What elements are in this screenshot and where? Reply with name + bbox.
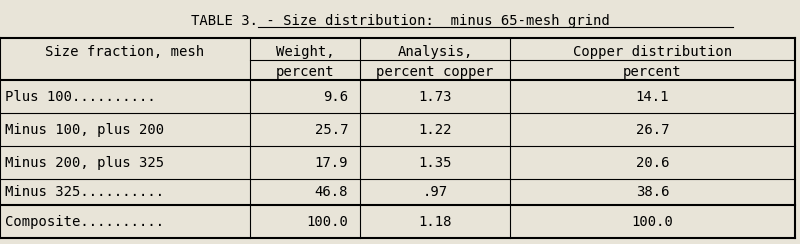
Text: Minus 100, plus 200: Minus 100, plus 200 bbox=[5, 123, 164, 137]
Text: Analysis,: Analysis, bbox=[398, 45, 473, 59]
Text: Plus 100..........: Plus 100.......... bbox=[5, 90, 156, 104]
Text: percent copper: percent copper bbox=[376, 65, 494, 79]
Text: 100.0: 100.0 bbox=[306, 215, 348, 229]
Text: Minus 325..........: Minus 325.......... bbox=[5, 185, 164, 199]
Text: 1.35: 1.35 bbox=[418, 156, 452, 170]
Text: 1.73: 1.73 bbox=[418, 90, 452, 104]
Text: percent: percent bbox=[623, 65, 682, 79]
Text: Minus 200, plus 325: Minus 200, plus 325 bbox=[5, 156, 164, 170]
Text: 46.8: 46.8 bbox=[314, 185, 348, 199]
Text: 25.7: 25.7 bbox=[314, 123, 348, 137]
Text: Size fraction, mesh: Size fraction, mesh bbox=[46, 45, 205, 59]
Text: .97: .97 bbox=[422, 185, 447, 199]
Text: 1.18: 1.18 bbox=[418, 215, 452, 229]
Text: 14.1: 14.1 bbox=[636, 90, 670, 104]
Text: 38.6: 38.6 bbox=[636, 185, 670, 199]
Text: 1.22: 1.22 bbox=[418, 123, 452, 137]
Text: 100.0: 100.0 bbox=[631, 215, 674, 229]
Text: percent: percent bbox=[276, 65, 334, 79]
Text: TABLE 3. - Size distribution:  minus 65-mesh grind: TABLE 3. - Size distribution: minus 65-m… bbox=[190, 14, 610, 28]
Text: 17.9: 17.9 bbox=[314, 156, 348, 170]
Text: 9.6: 9.6 bbox=[323, 90, 348, 104]
Text: Copper distribution: Copper distribution bbox=[573, 45, 732, 59]
Text: Composite..........: Composite.......... bbox=[5, 215, 164, 229]
Text: 26.7: 26.7 bbox=[636, 123, 670, 137]
Text: Weight,: Weight, bbox=[276, 45, 334, 59]
Text: 20.6: 20.6 bbox=[636, 156, 670, 170]
